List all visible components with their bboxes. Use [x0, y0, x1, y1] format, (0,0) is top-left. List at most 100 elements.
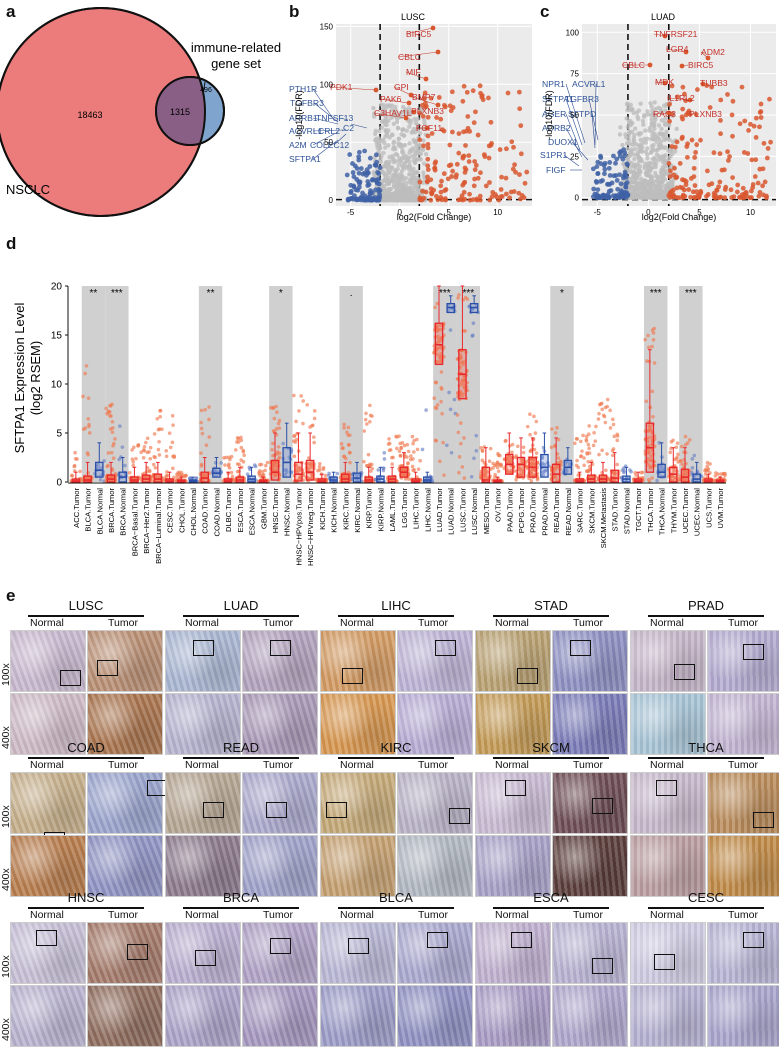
sample-point — [480, 449, 485, 453]
down-point — [617, 172, 622, 178]
ihc-zoom-box — [203, 802, 224, 818]
up-point — [693, 150, 698, 155]
box-iqr — [341, 473, 350, 483]
sample-point — [410, 464, 415, 469]
ns-point — [648, 161, 653, 166]
sample-point — [167, 431, 172, 435]
sample-point — [655, 478, 659, 483]
up-point — [438, 116, 444, 122]
sample-point — [541, 473, 545, 478]
up-gene-label: GPI — [394, 82, 409, 92]
up-point — [678, 184, 683, 190]
ihc-tissue-title: BRCA — [222, 890, 260, 905]
labeled-up-point — [705, 55, 711, 61]
up-point — [439, 178, 444, 184]
ns-point — [411, 170, 416, 175]
sample-point — [436, 334, 440, 339]
sample-point — [253, 464, 258, 469]
ihc-normal-label: Normal — [340, 617, 374, 629]
up-point — [481, 152, 487, 158]
x-category-label: THCA.Tumor — [646, 488, 655, 533]
sample-point — [680, 444, 684, 449]
up-gene-label: CBLC — [398, 52, 421, 62]
ns-point — [649, 188, 655, 194]
sample-point — [628, 468, 632, 472]
ihc-image-normal-400x — [475, 693, 551, 755]
ns-point — [391, 159, 397, 165]
ihc-image-tumor-400x — [242, 835, 318, 897]
up-gene-label: RAC3 — [653, 109, 676, 119]
sample-point — [556, 460, 560, 465]
sample-point — [239, 458, 244, 462]
ns-point — [376, 139, 382, 144]
ihc-zoom-box — [427, 932, 448, 948]
sample-point — [530, 461, 534, 466]
x-tick-label: 0 — [646, 208, 651, 217]
sample-point — [108, 404, 113, 408]
x-tick-label: -5 — [347, 208, 355, 217]
sample-point — [245, 472, 250, 476]
sample-point — [294, 466, 299, 471]
ns-point — [630, 142, 636, 147]
down-point — [613, 160, 618, 166]
ihc-image-normal-100x — [320, 630, 396, 692]
sample-point — [199, 420, 203, 425]
up-point — [667, 118, 672, 124]
ihc-zoom-box — [517, 668, 538, 684]
ns-point — [405, 164, 411, 169]
ihc-title-underline — [648, 615, 764, 617]
up-point — [707, 105, 713, 110]
y-tick-label: 20 — [51, 282, 63, 293]
up-point — [740, 185, 746, 191]
sample-point — [648, 424, 652, 429]
down-point — [602, 171, 607, 177]
ns-point — [378, 159, 383, 165]
sample-point — [459, 360, 463, 365]
sample-point — [410, 434, 415, 439]
down-gene-label: SFTPA1 — [289, 154, 321, 164]
sample-point — [680, 462, 684, 466]
sample-point — [605, 404, 610, 409]
box-iqr — [540, 453, 549, 478]
sample-point — [459, 356, 463, 360]
ihc-tissue-title: CESC — [687, 890, 725, 905]
up-point — [440, 127, 445, 133]
up-point — [505, 90, 511, 96]
sample-point — [516, 444, 520, 449]
down-point — [623, 181, 629, 187]
ihc-image-normal-400x — [10, 835, 86, 897]
ihc-image-normal-100x — [630, 630, 706, 692]
significance-label: * — [560, 288, 564, 299]
up-point — [498, 187, 504, 192]
up-point — [693, 111, 699, 117]
down-point — [606, 181, 611, 187]
ns-point — [653, 106, 658, 112]
ns-point — [384, 130, 390, 136]
sample-point — [223, 463, 227, 467]
ns-point — [649, 143, 655, 149]
sample-point — [608, 426, 613, 430]
sample-point — [575, 437, 579, 441]
ihc-image-normal-400x — [165, 985, 241, 1047]
up-point — [487, 197, 493, 203]
sample-point — [86, 452, 90, 457]
x-category-label: SARC.Tumor — [576, 488, 585, 533]
sample-point — [411, 441, 415, 446]
up-point — [679, 114, 685, 120]
up-point — [726, 158, 731, 163]
ihc-tissue-title: BLCA — [379, 890, 413, 905]
sample-point — [651, 338, 656, 342]
sample-point — [365, 422, 369, 426]
ihc-tumor-label: Tumor — [418, 617, 448, 629]
sample-point — [704, 469, 709, 473]
sample-point — [683, 443, 688, 447]
panel-letter-a: a — [6, 2, 16, 21]
up-point — [516, 89, 522, 95]
gene-leader-line — [341, 128, 347, 132]
ns-point — [377, 129, 382, 134]
sample-point — [519, 470, 523, 474]
sample-point — [271, 429, 276, 433]
labeled-up-point — [403, 115, 409, 121]
ihc-image-tumor-400x — [707, 835, 779, 897]
sample-point — [657, 441, 662, 445]
